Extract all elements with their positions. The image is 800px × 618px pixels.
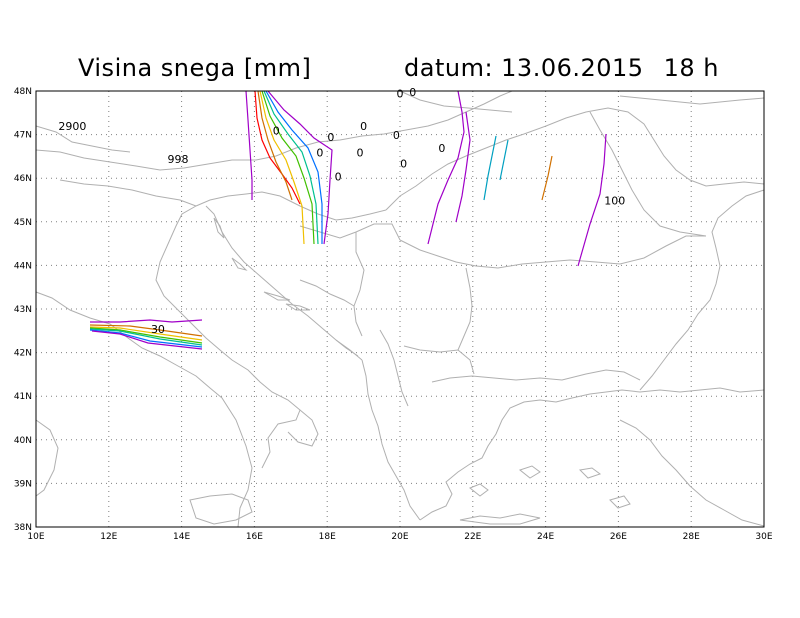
latitude-labels: 48N 47N 46N 45N 44N 43N 42N 41N 40N 39N 38N xyxy=(14,87,32,533)
contour-value-label: 0 xyxy=(316,146,323,159)
longitude-tick-label: 12E xyxy=(100,532,117,542)
longitude-tick-label: 24E xyxy=(537,532,554,542)
latitude-tick-label: 45N xyxy=(14,218,32,228)
contour-value-label: 0 xyxy=(273,125,280,138)
contour-value-label: 998 xyxy=(167,153,188,166)
latitude-tick-label: 48N xyxy=(14,87,32,97)
latitude-tick-label: 46N xyxy=(14,174,32,184)
longitude-tick-label: 14E xyxy=(173,532,190,542)
longitude-tick-label: 10E xyxy=(27,532,44,542)
contour-value-label: 0 xyxy=(393,129,400,142)
contour-value-label: 0 xyxy=(438,142,445,155)
map-title: Visina snega [mm] xyxy=(78,54,312,82)
latitude-tick-label: 44N xyxy=(14,261,32,271)
longitude-tick-label: 16E xyxy=(246,532,263,542)
latitude-tick-label: 43N xyxy=(14,305,32,315)
contour-value-label: 0 xyxy=(400,157,407,170)
longitude-tick-label: 20E xyxy=(391,532,408,542)
longitude-tick-label: 22E xyxy=(464,532,481,542)
contour-value-label: 2900 xyxy=(58,120,86,133)
hour-label: 18 h xyxy=(663,54,719,82)
contour-value-label: 0 xyxy=(335,170,342,183)
date-label: datum: 13.06.2015 xyxy=(404,54,644,82)
map-frame xyxy=(35,90,765,528)
latitude-tick-label: 39N xyxy=(14,479,32,489)
longitude-tick-label: 26E xyxy=(610,532,627,542)
map-date-time: datum: 13.06.2015 18 h xyxy=(404,54,719,82)
coastlines-and-borders xyxy=(35,90,765,528)
contour-value-label: 0 xyxy=(327,131,334,144)
longitude-tick-label: 30E xyxy=(755,532,772,542)
latitude-tick-label: 42N xyxy=(14,349,32,359)
contour-value-label: 0 xyxy=(356,146,363,159)
latitude-tick-label: 47N xyxy=(14,131,32,141)
snow-contours xyxy=(89,90,607,350)
contour-value-label: 0 xyxy=(409,86,416,99)
contour-value-label: 100 xyxy=(604,194,625,207)
longitude-labels: 10E 12E 14E 16E 18E 20E 22E 24E 26E 28E 30E xyxy=(27,532,772,542)
latitude-tick-label: 41N xyxy=(14,392,32,402)
longitude-tick-label: 18E xyxy=(319,532,336,542)
contour-value-label: 0 xyxy=(397,88,404,101)
latitude-tick-label: 38N xyxy=(14,523,32,533)
contour-value-label: 30 xyxy=(151,323,165,336)
contour-value-label: 0 xyxy=(360,120,367,133)
longitude-tick-label: 28E xyxy=(683,532,700,542)
latitude-tick-label: 40N xyxy=(14,436,32,446)
